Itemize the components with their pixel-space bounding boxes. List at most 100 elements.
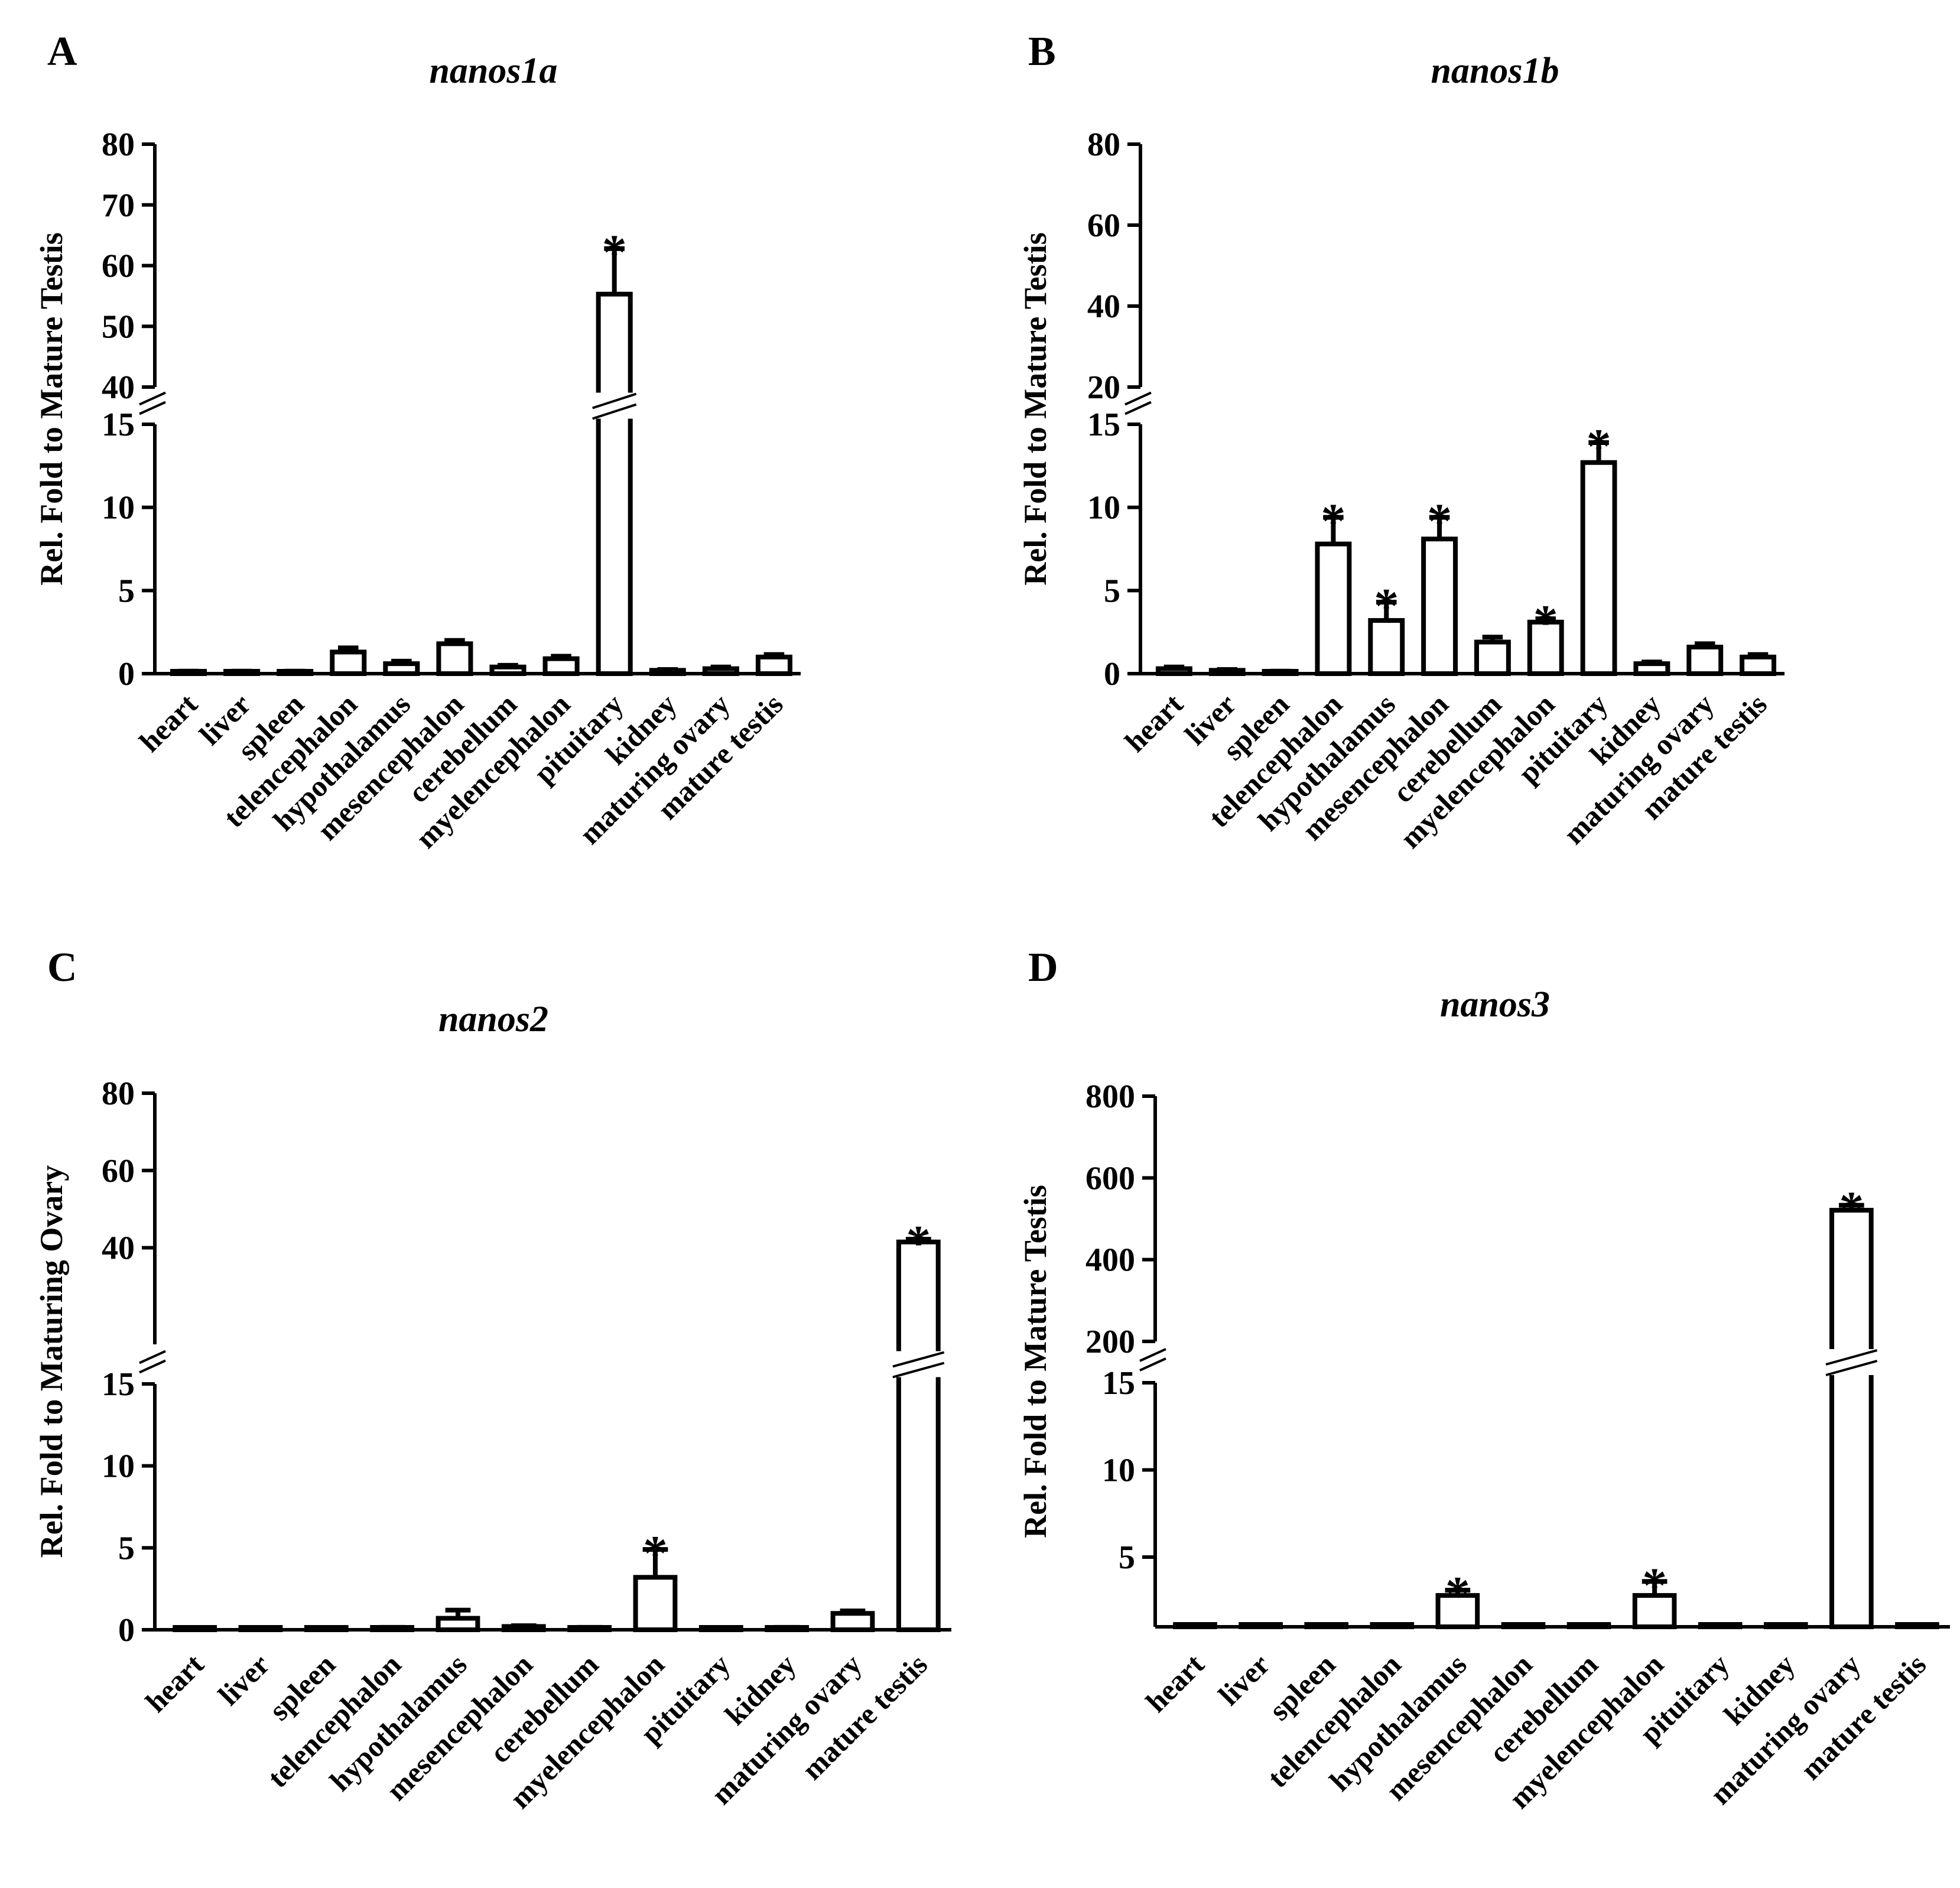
chart-title: nanos3 — [1440, 984, 1550, 1025]
bar-group — [698, 1625, 743, 1632]
bar — [436, 641, 473, 676]
y-tick-label: 200 — [1085, 1324, 1135, 1360]
significance-marker: * — [1321, 494, 1345, 549]
y-tick-label: 5 — [1104, 573, 1120, 609]
bar — [1580, 460, 1617, 676]
bar — [702, 666, 739, 677]
bar-group: * — [1580, 419, 1617, 676]
significance-marker: * — [1533, 595, 1558, 650]
panel-letter: B — [1028, 29, 1056, 74]
y-tick-label: 0 — [118, 656, 135, 693]
bar — [1686, 644, 1724, 677]
y-tick-label: 70 — [102, 187, 135, 224]
bar — [1633, 661, 1670, 676]
bar-group: * — [1825, 1182, 1878, 1629]
y-axis-label: Rel. Fold to Mature Testis — [1018, 1185, 1053, 1538]
bar-group: * — [892, 1216, 945, 1632]
bar — [1501, 1622, 1546, 1629]
significance-marker: * — [1642, 1558, 1667, 1613]
bar-group: * — [1421, 494, 1458, 676]
bar — [1155, 666, 1192, 677]
bar-group — [238, 1625, 283, 1632]
bar-group — [1566, 1622, 1611, 1629]
x-tick-label: heart — [133, 687, 204, 758]
y-tick-label: 800 — [1085, 1078, 1135, 1115]
bar-group — [1698, 1622, 1743, 1629]
y-tick-label: 80 — [102, 126, 135, 163]
y-tick-label: 10 — [102, 490, 135, 527]
bar — [633, 1575, 678, 1633]
bar — [1239, 1622, 1283, 1629]
bar-group — [330, 645, 367, 676]
y-tick-label: 400 — [1085, 1242, 1135, 1279]
bar-break-mark — [1825, 1360, 1878, 1376]
bar-lower — [896, 1377, 941, 1632]
axis-break-mark — [1139, 1348, 1166, 1362]
y-tick-label: 20 — [1087, 369, 1120, 406]
bar — [1304, 1622, 1349, 1629]
axis-break-mark — [1139, 1357, 1166, 1372]
y-tick-label: 80 — [102, 1075, 135, 1112]
significance-marker: * — [1427, 494, 1452, 549]
axis-break-mark — [139, 391, 166, 406]
y-tick-label: 50 — [102, 308, 135, 345]
y-tick-label: 10 — [1087, 490, 1120, 527]
x-tick-label: heart — [139, 1647, 210, 1718]
y-tick-label: 10 — [1102, 1452, 1135, 1489]
bar — [238, 1625, 283, 1632]
bar — [1527, 619, 1564, 676]
y-tick-label: 5 — [1119, 1539, 1135, 1576]
bar-break-mark — [892, 1361, 945, 1379]
bar-break-mark — [592, 392, 637, 410]
bar-group: * — [1315, 494, 1352, 676]
y-axis-label: Rel. Fold to Mature Testis — [34, 232, 69, 585]
axes — [1139, 1094, 1950, 1629]
y-tick-label: 40 — [102, 369, 135, 406]
bar — [830, 1611, 875, 1632]
bar-group — [649, 667, 686, 676]
bars: * * * — [1173, 1182, 1939, 1629]
bar-group: * — [592, 225, 637, 676]
bar-group — [304, 1625, 349, 1632]
bar — [489, 664, 526, 677]
bar-group: * — [1527, 595, 1564, 676]
axis-break-mark — [1124, 401, 1152, 415]
axes — [139, 142, 801, 675]
y-tick-label: 5 — [118, 573, 135, 609]
bar-group — [702, 664, 739, 677]
bar — [542, 656, 580, 677]
bar-group — [1740, 652, 1777, 677]
bar-group — [567, 1624, 612, 1632]
bar-group — [1155, 664, 1192, 677]
bar — [755, 654, 792, 677]
bar-group — [1633, 659, 1670, 676]
y-tick-label: 5 — [118, 1530, 135, 1567]
bar-group — [435, 1607, 480, 1633]
y-tick-label: 40 — [1087, 288, 1120, 325]
bar — [1566, 1622, 1611, 1629]
bar-group: * — [633, 1526, 678, 1633]
y-axis-label: Rel. Fold to Maturing Ovary — [34, 1165, 69, 1558]
bar-group — [370, 1624, 415, 1632]
x-tick-label: heart — [1119, 687, 1189, 758]
bar-group — [383, 658, 420, 676]
significance-marker: * — [1445, 1567, 1470, 1621]
significance-marker: * — [1587, 419, 1611, 474]
bar-group — [1262, 668, 1299, 676]
bar-group — [542, 654, 580, 677]
bars: ** — [173, 1216, 945, 1633]
bar — [173, 1625, 217, 1632]
bar — [1740, 654, 1777, 677]
bar — [1421, 537, 1458, 676]
axis-break-mark — [139, 1350, 166, 1364]
bar-group — [1474, 635, 1511, 676]
significance-marker: * — [906, 1216, 931, 1270]
y-axis-label: Rel. Fold to Mature Testis — [1018, 232, 1053, 585]
bar — [304, 1625, 349, 1632]
chart-title: nanos1b — [1431, 51, 1559, 91]
y-tick-label: 0 — [118, 1612, 135, 1649]
